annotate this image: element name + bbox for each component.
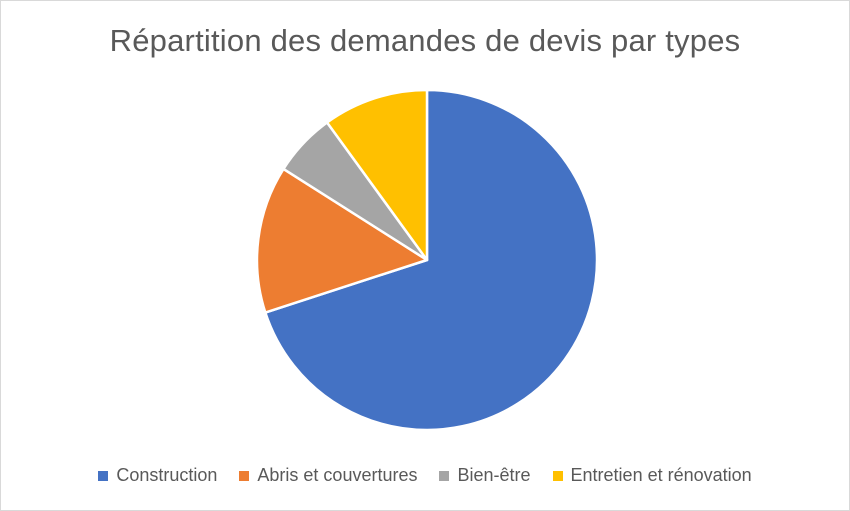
legend-swatch xyxy=(98,470,109,481)
legend-label: Construction xyxy=(116,465,218,485)
legend-swatch xyxy=(552,470,563,481)
legend-swatch xyxy=(439,470,450,481)
pie-slice-entretien-et-renovation xyxy=(325,88,429,262)
chart-title: Répartition des demandes de devis par ty… xyxy=(109,23,741,58)
pie-slice-abris-et-couvertures xyxy=(255,167,429,314)
legend-swatch xyxy=(239,470,250,481)
legend-item-bien-etre: Bien-être xyxy=(439,465,531,486)
legend-item-entretien-et-renovation: Entretien et rénovation xyxy=(552,465,752,486)
legend-label: Bien-être xyxy=(457,465,531,485)
legend-item-construction: Construction xyxy=(98,465,217,486)
legend-label: Entretien et rénovation xyxy=(570,465,752,485)
chart-legend: Construction Abris et couvertures Bien-êtr… xyxy=(1,465,849,486)
pie-slice-construction xyxy=(264,88,599,432)
legend-item-abris-et-couvertures: Abris et couvertures xyxy=(239,465,417,486)
legend-label: Abris et couvertures xyxy=(257,465,418,485)
